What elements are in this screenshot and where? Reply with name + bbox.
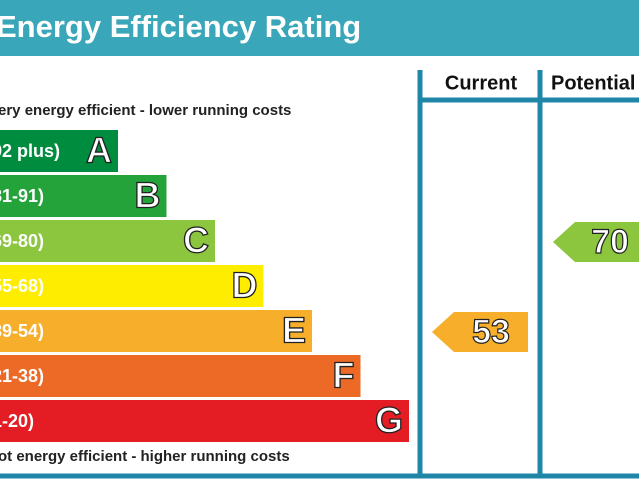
band-letter: B — [135, 175, 161, 216]
column-header: Current — [445, 72, 518, 94]
band-letter: F — [333, 355, 355, 396]
title-bar — [0, 0, 639, 56]
band-range: 81-91) — [0, 186, 44, 206]
band-bar — [0, 310, 312, 352]
band-range: 1-20) — [0, 411, 34, 431]
band-letter: E — [282, 310, 306, 351]
top-note: ery energy efficient - lower running cos… — [0, 102, 291, 119]
band-letter: D — [232, 265, 258, 306]
band-range: 55-68) — [0, 276, 44, 296]
band-bar — [0, 400, 409, 442]
band-letter: C — [183, 220, 209, 261]
band-range: 39-54) — [0, 321, 44, 341]
band-range: 21-38) — [0, 366, 44, 386]
frame — [0, 70, 639, 479]
band-bar — [0, 355, 361, 397]
title: Energy Efficiency Rating — [0, 9, 361, 44]
band-bar — [0, 130, 118, 172]
rating-value: 70 — [591, 223, 629, 261]
column-header: Potential — [551, 72, 635, 94]
band-range: 92 plus) — [0, 141, 60, 161]
rating-arrow — [553, 222, 639, 262]
band-letter: G — [375, 400, 403, 441]
band-bar — [0, 265, 264, 307]
bottom-note: ot energy efficient - higher running cos… — [0, 448, 290, 465]
rating-arrow — [432, 312, 528, 352]
band-letter: A — [86, 130, 112, 171]
band-bar — [0, 175, 167, 217]
rating-value: 53 — [472, 313, 510, 351]
band-range: 69-80) — [0, 231, 44, 251]
band-bar — [0, 220, 215, 262]
